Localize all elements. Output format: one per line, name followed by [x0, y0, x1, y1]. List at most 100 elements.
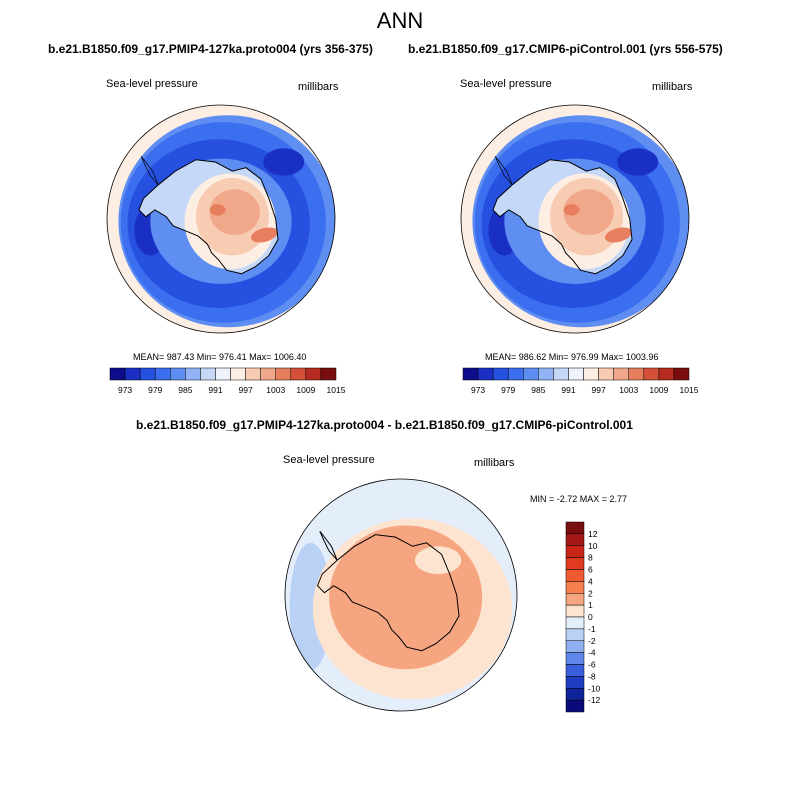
- colorbar-swatch: [200, 367, 216, 381]
- colorbar-tick-label: 12: [588, 529, 598, 539]
- colorbar-swatch: [565, 616, 585, 630]
- colorbar-tick-label: 1003: [266, 385, 285, 395]
- colorbar-swatch: [492, 367, 509, 381]
- colorbar-swatch: [507, 367, 524, 381]
- colorbar-swatch: [320, 367, 337, 381]
- colorbar-tick-label: -4: [588, 648, 596, 658]
- colorbar-tick-label: 1: [588, 600, 593, 610]
- plateau-peak: [250, 227, 278, 243]
- colorbar-swatch: [275, 367, 292, 381]
- difference-polar-map: [284, 478, 518, 712]
- colorbar-swatch: [565, 581, 585, 594]
- colorbar-swatch: [109, 367, 126, 381]
- colorbar-swatch: [462, 367, 479, 381]
- panel2-case-title: b.e21.B1850.f09_g17.CMIP6-piControl.001 …: [408, 42, 723, 56]
- colorbar-swatch: [565, 640, 585, 653]
- colorbar-tick-label: -1: [588, 624, 596, 634]
- antarctica-coastline: [138, 159, 279, 275]
- colorbar-swatch: [245, 367, 261, 381]
- colorbar-swatch: [154, 367, 171, 381]
- colorbar-tick-label: 1009: [296, 385, 315, 395]
- colorbar-swatch: [565, 604, 585, 618]
- plateau-peak-west: [209, 204, 226, 216]
- panel2-units: millibars: [652, 81, 693, 93]
- colorbar-swatch: [598, 367, 614, 381]
- colorbar-swatch: [565, 676, 585, 689]
- colorbar-tick-label: 979: [501, 385, 515, 395]
- colorbar-swatch: [185, 367, 201, 381]
- panel1-units: millibars: [298, 81, 339, 93]
- colorbar-tick-label: 991: [561, 385, 575, 395]
- map-border: [284, 478, 518, 712]
- colorbar-tick-label: 6: [588, 565, 593, 575]
- colorbar-tick-label: 1009: [649, 385, 668, 395]
- colorbar-tick-label: -10: [588, 683, 601, 693]
- panel1-polar-map: [106, 104, 336, 334]
- colorbar-tick-label: 985: [531, 385, 545, 395]
- colorbar-tick-label: 8: [588, 553, 593, 563]
- colorbar-tick-label: 4: [588, 576, 593, 586]
- colorbar-swatch: [215, 367, 231, 381]
- colorbar-tick-label: 0: [588, 612, 593, 622]
- peninsula-coastline: [494, 156, 513, 186]
- low-center-east: [263, 148, 305, 176]
- colorbar-swatch: [477, 367, 494, 381]
- colorbar-swatch: [565, 521, 585, 535]
- colorbar-tick-label: 1003: [619, 385, 638, 395]
- colorbar-tick-label: 997: [239, 385, 253, 395]
- panel2-polar-map: [460, 104, 690, 334]
- colorbar-swatch: [565, 593, 585, 606]
- colorbar-swatch: [565, 664, 585, 677]
- plateau-peak-west: [563, 204, 580, 216]
- weaker-positive-patch: [414, 546, 462, 575]
- colorbar-swatch: [139, 367, 156, 381]
- map-border: [460, 104, 690, 334]
- colorbar-swatch: [565, 569, 585, 582]
- peninsula-coastline: [140, 156, 159, 186]
- colorbar-tick-label: 10: [588, 541, 598, 551]
- panel1-colorbar: 973 979 985 991 997 1003 1009 1015: [109, 367, 346, 395]
- colorbar-swatch: [523, 367, 539, 381]
- colorbar-tick-label: 997: [592, 385, 606, 395]
- difference-units: millibars: [474, 457, 515, 469]
- colorbar-tick-label: -12: [588, 695, 601, 705]
- colorbar-swatch: [643, 367, 660, 381]
- difference-variable: Sea-level pressure: [283, 454, 375, 466]
- positive-anomaly-area: [329, 525, 483, 670]
- colorbar-tick-label: 1015: [680, 385, 699, 395]
- colorbar-swatch: [565, 628, 585, 641]
- colorbar-tick-label: -2: [588, 636, 596, 646]
- colorbar-swatch: [553, 367, 569, 381]
- colorbar-swatch: [568, 367, 584, 381]
- plateau-peak-ring: [209, 189, 260, 235]
- plateau-peak: [604, 227, 632, 243]
- panel2-stats: MEAN= 986.62 Min= 976.99 Max= 1003.96: [485, 352, 659, 362]
- colorbar-swatch: [583, 367, 599, 381]
- colorbar-swatch: [628, 367, 645, 381]
- colorbar-tick-label: -8: [588, 671, 596, 681]
- colorbar-swatch: [565, 545, 585, 558]
- colorbar-tick-label: -6: [588, 660, 596, 670]
- peninsula-coastline: [319, 530, 338, 561]
- colorbar-swatch: [565, 688, 585, 701]
- antarctica-coastline: [492, 159, 633, 275]
- colorbar-swatch: [124, 367, 141, 381]
- difference-title: b.e21.B1850.f09_g17.PMIP4-127ka.proto004…: [136, 418, 633, 432]
- colorbar-swatch: [305, 367, 322, 381]
- colorbar-swatch: [565, 557, 585, 570]
- colorbar-tick-label: 2: [588, 588, 593, 598]
- figure-title: ANN: [376, 8, 424, 33]
- colorbar-swatch: [260, 367, 276, 381]
- colorbar-swatch: [290, 367, 307, 381]
- colorbar-swatch: [658, 367, 675, 381]
- low-center-east: [617, 148, 659, 176]
- colorbar-swatch: [230, 367, 246, 381]
- colorbar-tick-label: 991: [208, 385, 222, 395]
- panel1-case-title: b.e21.B1850.f09_g17.PMIP4-127ka.proto004…: [48, 42, 373, 56]
- colorbar-swatch: [565, 533, 585, 546]
- colorbar-swatch: [170, 367, 186, 381]
- colorbar-swatch: [538, 367, 554, 381]
- colorbar-tick-label: 1015: [327, 385, 346, 395]
- panel2-colorbar: 973 979 985 991 997 1003 1009 1015: [462, 367, 699, 395]
